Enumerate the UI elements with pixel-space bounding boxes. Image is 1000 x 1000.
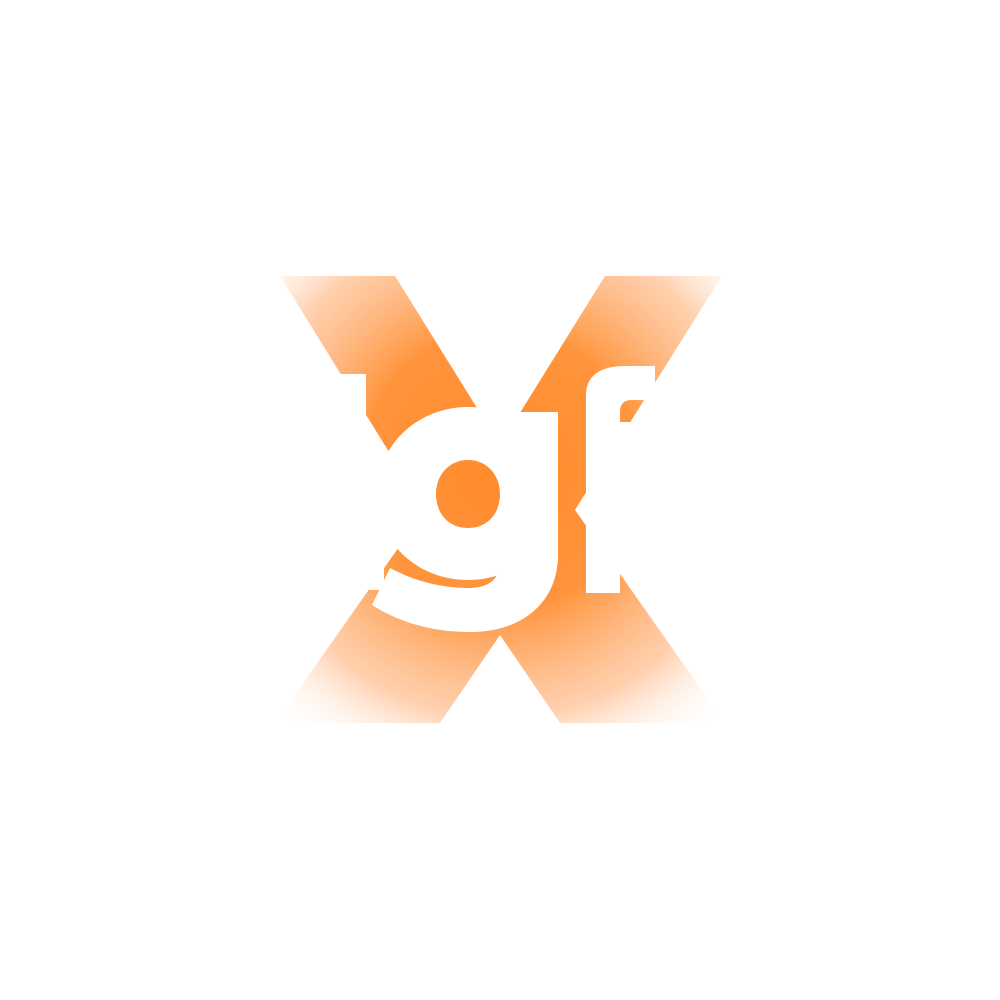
left-letter-fragment-lower [352, 560, 384, 590]
f-letter-mark [586, 366, 655, 593]
g-letter-mark [372, 407, 558, 632]
left-letter-fragment [336, 374, 366, 420]
